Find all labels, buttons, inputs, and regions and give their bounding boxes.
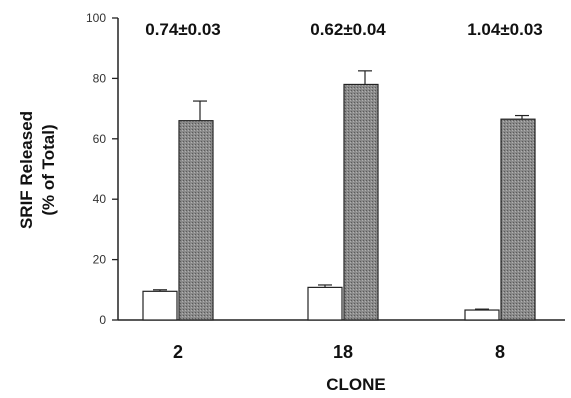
y-axis-title-line1: SRIF Released bbox=[17, 111, 36, 229]
bar-basal bbox=[464, 309, 500, 321]
x-category-label: 18 bbox=[333, 342, 353, 362]
bar-stimulated bbox=[500, 118, 536, 321]
y-tick-label: 40 bbox=[93, 192, 107, 206]
y-tick-label: 0 bbox=[99, 313, 106, 327]
bar-stimulated bbox=[343, 83, 379, 321]
bar-basal bbox=[142, 290, 178, 321]
y-tick-label: 80 bbox=[93, 71, 107, 85]
bar-stimulated bbox=[178, 120, 214, 321]
x-category-labels: 2 18 8 bbox=[173, 342, 505, 362]
bars bbox=[142, 70, 536, 321]
ratio-annotation: 1.04±0.03 bbox=[467, 20, 543, 39]
y-axis-ticks: 0 20 40 60 80 100 bbox=[86, 11, 118, 327]
x-axis-title: CLONE bbox=[326, 375, 386, 394]
x-category-label: 2 bbox=[173, 342, 183, 362]
y-tick-label: 60 bbox=[93, 132, 107, 146]
ratio-annotation: 0.62±0.04 bbox=[310, 20, 386, 39]
y-tick-label: 100 bbox=[86, 11, 106, 25]
ratio-annotation: 0.74±0.03 bbox=[145, 20, 221, 39]
x-category-label: 8 bbox=[495, 342, 505, 362]
y-axis-title-line2: (% of Total) bbox=[39, 124, 58, 215]
y-tick-label: 20 bbox=[93, 253, 107, 267]
bar-basal bbox=[307, 286, 343, 321]
ratio-annotations: 0.74±0.03 0.62±0.04 1.04±0.03 bbox=[145, 20, 543, 39]
